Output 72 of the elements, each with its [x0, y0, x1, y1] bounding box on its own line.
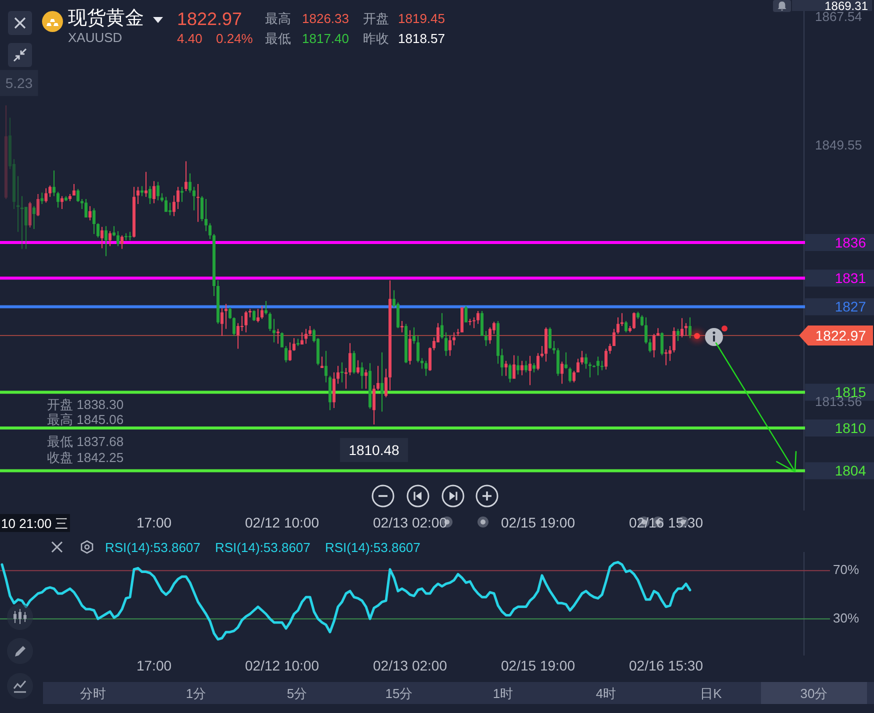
annotation: 1819.45: [398, 11, 445, 26]
text: 日K: [700, 686, 722, 700]
candlestick: [620, 313, 624, 326]
chart-title: 现货黄金: [68, 8, 144, 29]
ref-line-label: 1831: [834, 270, 866, 286]
candlestick: [20, 196, 24, 249]
annotation: RSI(14):53.8607: [325, 540, 420, 555]
x-tick-label: 02/12 10:00: [245, 514, 320, 530]
x-tick-label: 17:00: [136, 657, 172, 674]
ref-line-label: 1827: [834, 298, 866, 315]
candlestick: [400, 320, 404, 332]
annotation: 最高 1845.06: [47, 412, 124, 427]
y-tick-label: 1867.54: [815, 9, 862, 24]
annotation: 1822.97: [177, 9, 242, 29]
x-tick-label: 17:00: [136, 514, 172, 530]
annotation: 0.24%: [216, 31, 253, 46]
candlestick: [196, 184, 200, 222]
annotation: 1818.57: [398, 31, 445, 46]
candlestick: [600, 360, 604, 370]
annotation: 1817.40: [302, 31, 349, 46]
label-box: 10 21:00 三: [0, 514, 70, 532]
x-tick-label: 02/13 02:00: [373, 514, 448, 530]
text: 4时: [596, 686, 616, 700]
annotation: 收盘 1842.25: [47, 450, 124, 465]
candlestick: [128, 232, 132, 240]
annotation: 昨收: [363, 31, 389, 46]
y-tick-label: 70%: [833, 562, 860, 578]
candlestick: [340, 362, 344, 382]
y-tick-label: 30%: [833, 610, 860, 626]
text: 1分: [186, 686, 206, 700]
x-tick-label: 02/13 02:00: [373, 657, 448, 674]
series-label: RSI(14):53.8607: [105, 540, 200, 555]
annotation: 1810.48: [348, 442, 400, 458]
annotation: 最低: [265, 31, 291, 46]
candlestick: [276, 328, 280, 344]
annotation: 最低 1837.68: [47, 434, 124, 449]
candlestick: [664, 350, 668, 366]
annotation: 开盘: [363, 11, 389, 26]
annotation: 1826.33: [302, 11, 349, 26]
text: 1时: [492, 686, 514, 700]
candlestick: [16, 176, 20, 232]
annotation: 5.23: [5, 75, 33, 91]
candlestick: [248, 308, 252, 318]
candlestick: [124, 233, 128, 240]
ref-line-label: 1804: [834, 462, 866, 479]
label-box: 1869.31: [792, 0, 872, 11]
candlestick: [588, 362, 592, 378]
text: 15分: [385, 686, 413, 700]
candlestick: [472, 317, 476, 328]
x-tick-label: 02/16 15:30: [629, 514, 704, 530]
text: XAUUSD: [68, 30, 122, 45]
annotation: 最高: [265, 11, 291, 26]
label-box: 1810.48: [340, 438, 408, 462]
candlestick: [224, 304, 228, 329]
ref-line-label: 1822.97: [815, 327, 866, 344]
x-tick-label: 02/15 19:00: [501, 514, 576, 530]
ref-line-label: 1836: [834, 234, 866, 250]
candlestick: [344, 368, 348, 389]
label-box: 5.23: [0, 70, 38, 96]
ref-line-label: 1810: [834, 420, 866, 436]
text: 分时: [80, 686, 106, 700]
y-tick-label: 1849.55: [815, 137, 862, 152]
annotation: 开盘 1838.30: [47, 397, 124, 412]
text: 30分: [800, 686, 828, 700]
annotation: 4.40: [177, 31, 202, 46]
x-tick-label: 02/16 15:30: [629, 657, 704, 674]
annotation: RSI(14):53.8607: [215, 540, 310, 555]
text: 5分: [286, 686, 308, 700]
candlestick: [144, 172, 148, 197]
candlestick: [180, 186, 184, 202]
x-tick-label: 02/12 10:00: [245, 657, 320, 674]
x-tick-label: 02/15 19:00: [501, 657, 576, 674]
